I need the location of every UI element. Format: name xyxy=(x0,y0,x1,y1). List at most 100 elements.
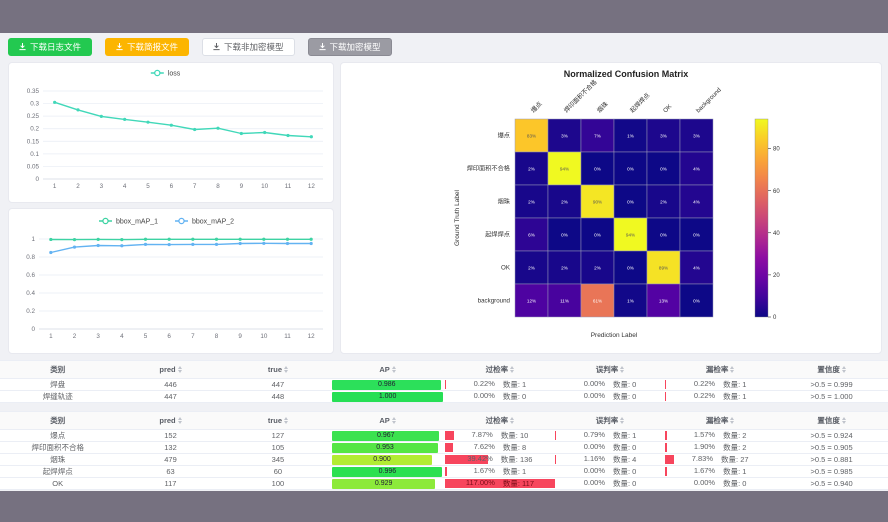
misjudge-cell-count: 数量: 0 xyxy=(613,467,637,476)
svg-text:起焊焊点: 起焊焊点 xyxy=(485,231,510,239)
column-header-7[interactable]: 置信度 xyxy=(775,412,888,429)
missdetect-cell-bar xyxy=(665,443,668,452)
top-header-band xyxy=(0,0,888,33)
sort-icon[interactable] xyxy=(391,417,396,424)
svg-text:background: background xyxy=(695,86,723,114)
svg-text:0.35: 0.35 xyxy=(27,88,40,95)
sort-icon[interactable] xyxy=(730,366,735,373)
svg-text:11: 11 xyxy=(285,183,292,190)
bottom-footer-band xyxy=(0,491,888,522)
svg-text:12: 12 xyxy=(308,183,316,190)
overdetect-cell-count: 数量: 136 xyxy=(500,455,533,464)
download-button-label: 下载加密模型 xyxy=(329,41,381,52)
download-button-1[interactable]: 下载日志文件 xyxy=(8,37,93,56)
table-row-烟珠: 烟珠 479 345 0.900 39.42% 数量: 136 1.16% 数量: 4 7.83… xyxy=(0,454,888,466)
overdetect-cell-pct: 7.62% xyxy=(473,442,495,451)
sort-icon[interactable] xyxy=(177,417,182,424)
ap-cell: 1.000 xyxy=(330,391,445,402)
table-row-焊盘: 焊盘 446 447 0.986 0.22% 数量: 1 0.00% 数量: 0 0.22% 数量… xyxy=(0,379,888,391)
missdetect-cell: 1.57% 数量: 2 xyxy=(665,430,775,441)
svg-text:12: 12 xyxy=(308,333,316,340)
missdetect-cell-count: 数量: 1 xyxy=(723,467,747,476)
misjudge-cell-pct: 0.00% xyxy=(583,478,605,487)
sort-icon[interactable] xyxy=(510,366,515,373)
sort-icon[interactable] xyxy=(284,366,289,373)
column-header-6[interactable]: 漏检率 xyxy=(665,412,775,429)
svg-text:烟珠: 烟珠 xyxy=(498,198,511,206)
sort-icon[interactable] xyxy=(620,417,625,424)
true-cell: 100 xyxy=(271,479,285,488)
svg-text:12%: 12% xyxy=(527,298,536,303)
class-name-cell: 焊印面积不合格 xyxy=(31,443,84,452)
pred-cell: 479 xyxy=(164,455,177,464)
svg-text:loss: loss xyxy=(168,71,181,78)
svg-text:7: 7 xyxy=(193,183,197,190)
sort-icon[interactable] xyxy=(841,366,846,373)
sort-icon[interactable] xyxy=(620,366,625,373)
column-header-5[interactable]: 误判率 xyxy=(555,412,665,429)
column-header-3[interactable]: AP xyxy=(330,361,445,378)
sort-icon[interactable] xyxy=(391,366,396,373)
table-row-爆点: 爆点 152 127 0.967 7.87% 数量: 10 0.79% 数量: 1 1.57% 数… xyxy=(0,430,888,442)
class-name-cell: OK xyxy=(52,479,64,488)
legend-item-bbox_mAP_1[interactable]: bbox_mAP_1 xyxy=(99,217,158,226)
svg-text:4%: 4% xyxy=(693,199,700,204)
svg-text:起焊焊点: 起焊焊点 xyxy=(628,91,651,114)
svg-text:Ground Truth Label: Ground Truth Label xyxy=(454,189,461,246)
column-header-3[interactable]: AP xyxy=(330,412,445,429)
missdetect-cell-bar xyxy=(665,380,666,389)
svg-text:90%: 90% xyxy=(593,199,602,204)
svg-text:0.2: 0.2 xyxy=(26,308,35,315)
misjudge-cell-pct: 0.00% xyxy=(583,442,605,451)
legend-item-bbox_mAP_2[interactable]: bbox_mAP_2 xyxy=(175,217,234,226)
missdetect-cell-pct: 0.22% xyxy=(693,391,716,400)
table-header-row: 类别 pred true AP 过检率 误判率 漏检率 置信度 xyxy=(0,412,888,430)
svg-text:2%: 2% xyxy=(561,265,568,270)
svg-text:0: 0 xyxy=(35,176,39,183)
column-header-2[interactable]: true xyxy=(226,361,331,378)
download-icon xyxy=(318,42,326,50)
table-row-OK: OK 117 100 0.929 117.00% 数量: 117 0.00% 数量: 0 0.0… xyxy=(0,478,888,490)
misjudge-cell-bar xyxy=(554,431,556,440)
sort-icon[interactable] xyxy=(284,417,289,424)
download-icon xyxy=(116,42,123,50)
svg-text:5: 5 xyxy=(146,183,150,190)
ap-bar: 0.996 xyxy=(332,466,443,477)
download-button-3[interactable]: 下载非加密模型 xyxy=(202,37,295,56)
column-header-1[interactable]: pred xyxy=(115,412,225,429)
class-name-cell: 焊缝轨迹 xyxy=(42,392,73,401)
sort-icon[interactable] xyxy=(177,366,182,373)
overdetect-cell-pct: 117.00% xyxy=(465,478,495,487)
sort-icon[interactable] xyxy=(510,417,515,424)
pred-cell: 63 xyxy=(166,467,175,476)
download-button-2[interactable]: 下载简报文件 xyxy=(105,37,190,56)
misjudge-cell: 0.00% 数量: 0 xyxy=(555,379,665,390)
svg-text:4: 4 xyxy=(123,183,127,190)
svg-text:0%: 0% xyxy=(693,232,700,237)
ap-cell: 0.996 xyxy=(330,466,445,477)
misjudge-cell: 0.79% 数量: 1 xyxy=(554,430,665,441)
svg-text:1%: 1% xyxy=(627,298,634,303)
legend-item-loss[interactable]: loss xyxy=(150,69,181,78)
column-header-2[interactable]: true xyxy=(226,412,331,429)
missdetect-cell-count: 数量: 1 xyxy=(723,380,747,389)
column-header-4[interactable]: 过检率 xyxy=(445,412,555,429)
column-header-4[interactable]: 过检率 xyxy=(445,361,555,378)
misjudge-cell-pct: 0.00% xyxy=(583,466,605,475)
svg-text:2: 2 xyxy=(76,183,80,190)
download-button-4[interactable]: 下载加密模型 xyxy=(307,37,392,56)
column-header-1[interactable]: pred xyxy=(115,361,225,378)
missdetect-cell-count: 数量: 27 xyxy=(721,455,749,464)
column-header-5[interactable]: 误判率 xyxy=(555,361,665,378)
svg-text:0.2: 0.2 xyxy=(30,126,39,133)
column-header-label: 置信度 xyxy=(817,416,840,425)
sort-icon[interactable] xyxy=(841,417,846,424)
pred-cell: 117 xyxy=(164,479,177,488)
column-header-7[interactable]: 置信度 xyxy=(775,361,888,378)
misjudge-cell-pct: 0.00% xyxy=(583,391,605,400)
column-header-6[interactable]: 漏检率 xyxy=(665,361,775,378)
overdetect-cell-count: 数量: 8 xyxy=(502,443,527,452)
misjudge-cell-bar xyxy=(554,455,557,464)
sort-icon[interactable] xyxy=(730,417,735,424)
